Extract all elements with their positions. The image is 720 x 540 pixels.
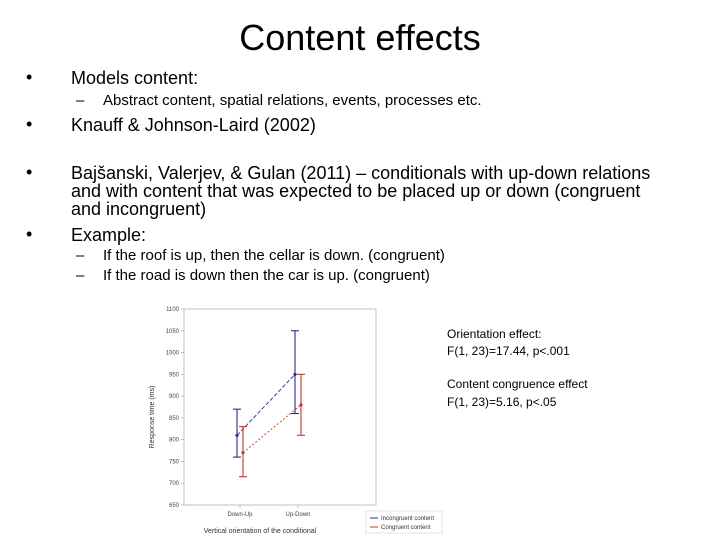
legend-label: Congruent content — [381, 525, 431, 531]
data-point — [241, 451, 245, 455]
dash-icon: – — [76, 247, 85, 264]
example-2: If the road is down then the car is up. … — [103, 267, 430, 284]
data-point — [299, 403, 303, 407]
y-axis-label: Response time (ms) — [149, 386, 156, 449]
x-tick-label: Up-Down — [285, 512, 310, 518]
y-tick-label: 1050 — [166, 329, 180, 335]
y-tick-label: 1100 — [166, 307, 180, 313]
bullet-bajsanski-line3: and incongruent) — [71, 199, 207, 219]
dash-icon: – — [76, 267, 85, 284]
orientation-effect-title: Orientation effect: — [447, 327, 542, 341]
y-tick-label: 700 — [169, 481, 180, 487]
legend-label: Incongruent content — [381, 516, 434, 522]
bullet-icon: • — [26, 224, 33, 244]
bullet-icon: • — [26, 114, 33, 134]
sub-bullet-abstract: Abstract content, spatial relations, eve… — [103, 92, 482, 109]
y-tick-label: 850 — [169, 416, 180, 422]
bullet-bajsanski: Bajšanski, Valerjev, & Gulan (2011) – co… — [71, 163, 651, 183]
data-point — [293, 372, 297, 376]
series-line — [242, 404, 302, 454]
slide-title: Content effects — [239, 17, 481, 58]
y-tick-label: 650 — [169, 503, 180, 509]
orientation-effect-stat: F(1, 23)=17.44, p<.001 — [447, 344, 570, 358]
bullet-example: Example: — [71, 225, 147, 245]
congruence-effect-stat: F(1, 23)=5.16, p<.05 — [447, 395, 557, 409]
bullet-bajsanski-line2: and with content that was expected to be… — [71, 181, 641, 201]
example-1: If the roof is up, then the cellar is do… — [103, 247, 445, 264]
series-line — [236, 374, 296, 436]
data-point — [235, 433, 239, 437]
bullet-icon: • — [26, 162, 33, 182]
x-axis-label: Vertical orientation of the conditional — [204, 528, 317, 535]
y-tick-label: 1000 — [166, 351, 180, 357]
response-time-chart: 650 700 750 800 850 900 950 1000 1050 1100 Down-U… — [149, 307, 443, 535]
legend-box — [365, 510, 443, 534]
y-tick-label: 900 — [169, 394, 180, 400]
y-tick-label: 800 — [169, 438, 180, 444]
bullet-models-content: Models content: — [71, 68, 199, 88]
bullet-knauff: Knauff & Johnson-Laird (2002) — [71, 115, 316, 135]
bullet-icon: • — [26, 67, 33, 87]
dash-icon: – — [76, 92, 85, 109]
x-tick-label: Down-Up — [227, 512, 253, 518]
y-tick-label: 750 — [169, 459, 180, 465]
congruence-effect-title: Content congruence effect — [447, 377, 588, 391]
plot-frame — [183, 308, 377, 506]
y-tick-label: 950 — [169, 372, 180, 378]
